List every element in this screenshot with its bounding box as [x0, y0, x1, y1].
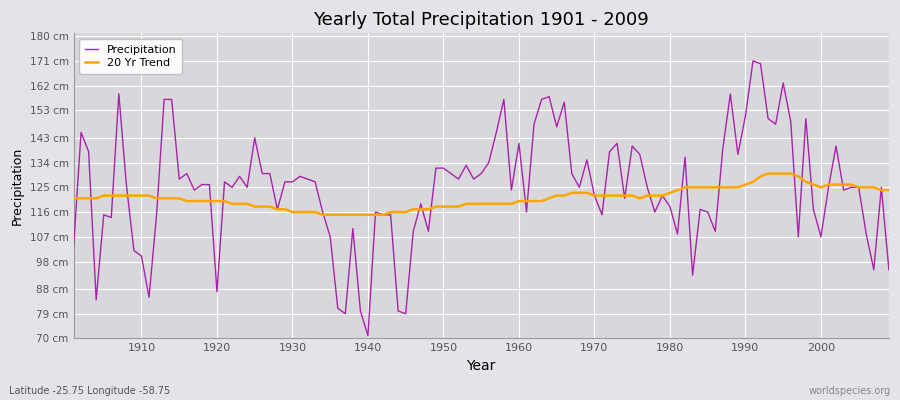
- 20 Yr Trend: [347, 212, 358, 217]
- 20 Yr Trend: [612, 193, 623, 198]
- Precipitation: [521, 210, 532, 214]
- Precipitation: [748, 58, 759, 63]
- Precipitation: [68, 245, 79, 250]
- Title: Yearly Total Precipitation 1901 - 2009: Yearly Total Precipitation 1901 - 2009: [313, 11, 649, 29]
- Y-axis label: Precipitation: Precipitation: [11, 147, 24, 225]
- 20 Yr Trend: [762, 171, 773, 176]
- 20 Yr Trend: [129, 193, 140, 198]
- Line: Precipitation: Precipitation: [74, 61, 889, 336]
- Precipitation: [884, 267, 895, 272]
- Line: 20 Yr Trend: 20 Yr Trend: [74, 174, 889, 215]
- Text: Latitude -25.75 Longitude -58.75: Latitude -25.75 Longitude -58.75: [9, 386, 170, 396]
- Text: worldspecies.org: worldspecies.org: [809, 386, 891, 396]
- 20 Yr Trend: [521, 199, 532, 204]
- 20 Yr Trend: [294, 210, 305, 214]
- Precipitation: [340, 311, 351, 316]
- Precipitation: [294, 174, 305, 179]
- Legend: Precipitation, 20 Yr Trend: Precipitation, 20 Yr Trend: [79, 39, 182, 74]
- Precipitation: [514, 141, 525, 146]
- Precipitation: [612, 141, 623, 146]
- 20 Yr Trend: [884, 188, 895, 192]
- Precipitation: [363, 333, 374, 338]
- 20 Yr Trend: [68, 196, 79, 201]
- 20 Yr Trend: [514, 199, 525, 204]
- 20 Yr Trend: [318, 212, 328, 217]
- Precipitation: [129, 248, 140, 253]
- X-axis label: Year: Year: [466, 359, 496, 373]
